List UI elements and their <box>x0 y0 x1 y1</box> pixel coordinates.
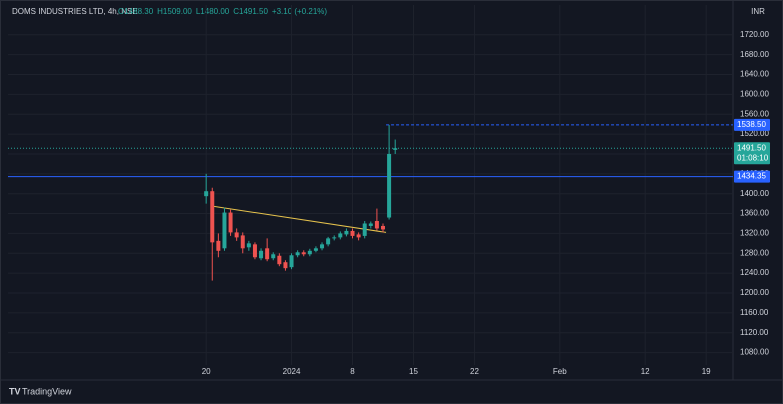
y-tick-label: 1720.00 <box>740 30 769 39</box>
candle-body <box>259 250 264 259</box>
level-tag <box>734 118 770 131</box>
candle-body <box>320 244 325 249</box>
candle-body <box>301 252 306 255</box>
level-label: 1434.35 <box>737 172 766 181</box>
y-tick-label: 1320.00 <box>740 229 769 238</box>
x-tick-label: 15 <box>409 367 418 376</box>
trend-line <box>212 205 387 233</box>
ohlc-value: +3.10 (+0.21%) <box>272 7 327 16</box>
x-tick-label: 8 <box>350 367 355 376</box>
logo-mark: TV <box>9 386 21 396</box>
candle-body <box>344 230 349 235</box>
y-tick-label: 1080.00 <box>740 348 769 357</box>
level-tag <box>734 170 770 183</box>
y-tick-label: 1280.00 <box>740 248 769 257</box>
candle-body <box>338 233 343 238</box>
candle-body <box>289 255 294 268</box>
candle-body <box>387 153 392 218</box>
y-tick-label: 1120.00 <box>740 328 769 337</box>
x-tick-label: 2024 <box>283 367 301 376</box>
y-tick-label: 1520.00 <box>740 129 769 138</box>
y-tick-label: 1680.00 <box>740 50 769 59</box>
candle-body <box>332 237 337 239</box>
candle-body <box>252 244 257 258</box>
candle-body <box>295 252 300 256</box>
candle-body <box>234 232 239 238</box>
candle-body <box>271 254 276 259</box>
candle-body <box>228 212 233 233</box>
candle-body <box>368 223 373 226</box>
y-tick-label: 1640.00 <box>740 70 769 79</box>
ohlc-value: C1491.50 <box>233 7 268 16</box>
last-price-tag <box>734 142 770 165</box>
candle-body <box>210 191 215 243</box>
candle-body <box>240 235 245 249</box>
candle-body <box>307 250 312 255</box>
ohlc-value: O1488.30 <box>118 7 154 16</box>
x-tick-label: 20 <box>202 367 211 376</box>
logo: TV <box>9 386 21 396</box>
candle-body <box>277 255 282 265</box>
candle-body <box>350 230 355 236</box>
candle-body <box>374 221 379 229</box>
y-tick-label: 1400.00 <box>740 189 769 198</box>
symbol: DOMS INDUSTRIES LTD, 4h, NSE <box>12 7 138 16</box>
candle-body <box>204 191 209 197</box>
candle-body <box>283 262 288 269</box>
y-tick-label: 1240.00 <box>740 268 769 277</box>
level-label: 1538.50 <box>737 120 766 129</box>
ohlc-value: L1480.00 <box>196 7 230 16</box>
candle-body <box>356 234 361 238</box>
candle-body <box>313 248 318 251</box>
x-tick-label: Feb <box>553 367 567 376</box>
ohlc-value: H1509.00 <box>157 7 192 16</box>
candle-body <box>222 212 227 249</box>
y-tick-label: 1560.00 <box>740 109 769 118</box>
candle-body <box>216 240 221 251</box>
y-tick-label: 1600.00 <box>740 89 769 98</box>
candle-body <box>246 243 251 248</box>
candle-body <box>362 223 367 236</box>
x-tick-label: 19 <box>702 367 711 376</box>
x-tick-label: 22 <box>470 367 479 376</box>
candle-body <box>381 225 385 230</box>
countdown: 01:08:10 <box>737 153 769 162</box>
candle-body <box>265 248 270 260</box>
y-tick-label: 1200.00 <box>740 288 769 297</box>
y-tick-label: 1360.00 <box>740 209 769 218</box>
candle-body <box>393 148 398 150</box>
last-price-label: 1491.50 <box>737 143 766 152</box>
candle-body <box>326 238 331 245</box>
y-tick-label: 1160.00 <box>740 308 769 317</box>
currency: INR <box>751 7 765 16</box>
x-tick-label: 12 <box>641 367 650 376</box>
brand: TradingView <box>22 386 72 396</box>
